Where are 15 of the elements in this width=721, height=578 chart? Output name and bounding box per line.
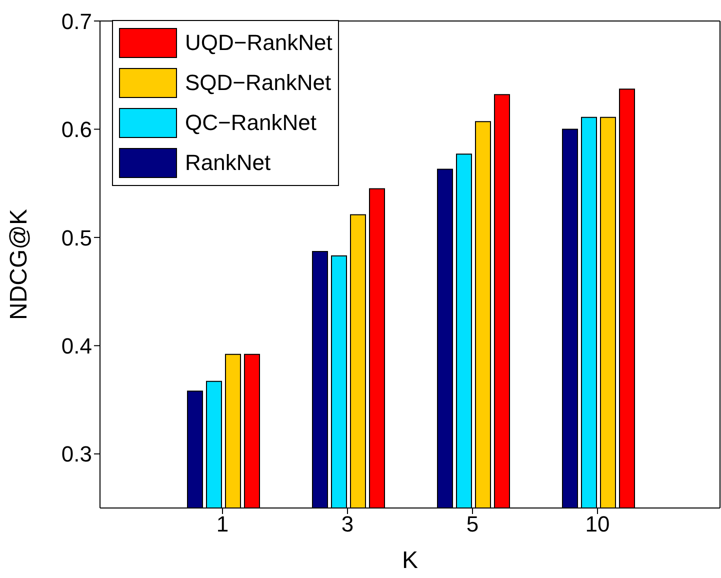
legend-label: QC−RankNet <box>185 110 316 136</box>
x-tick-label: 10 <box>585 512 610 537</box>
y-tick-label: 0.5 <box>61 225 92 250</box>
y-tick-label: 0.4 <box>61 333 92 358</box>
x-tick-label: 5 <box>466 512 479 537</box>
y-tick-label: 0.7 <box>61 8 92 34</box>
legend-label: RankNet <box>185 150 271 176</box>
y-tick-label: 0.6 <box>61 117 92 142</box>
legend-label: SQD−RankNet <box>185 70 332 96</box>
x-axis-title: K <box>402 547 418 574</box>
y-tick-label: 0.3 <box>61 442 92 467</box>
x-tick-label: 1 <box>216 512 229 537</box>
legend-label: UQD−RankNet <box>185 30 332 56</box>
y-axis-title: NDCG@K <box>6 208 33 320</box>
x-tick-label: 3 <box>341 512 354 537</box>
